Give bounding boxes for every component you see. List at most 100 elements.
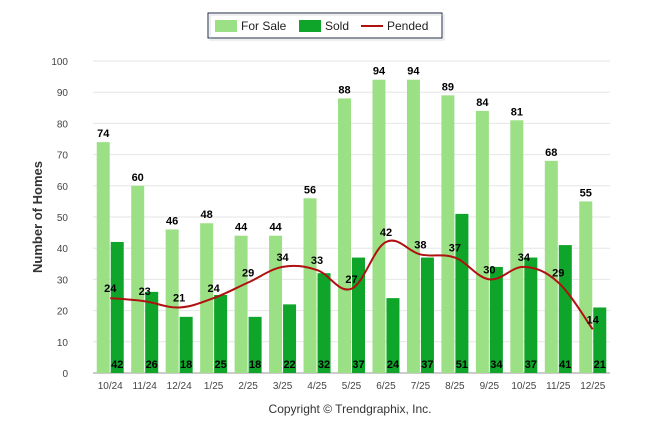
x-tick-label: 11/25 — [546, 381, 571, 392]
label-sold: 18 — [180, 359, 192, 371]
bar-sold — [179, 316, 193, 373]
bar-for-sale — [475, 110, 489, 374]
x-tick-label: 10/24 — [98, 381, 123, 392]
y-tick-label: 10 — [57, 338, 69, 349]
label-sold: 37 — [525, 359, 537, 371]
x-tick-label: 3/25 — [273, 381, 293, 392]
label-pended: 23 — [139, 286, 151, 298]
pended-series-line — [110, 239, 594, 330]
bar-sold — [110, 241, 124, 373]
x-tick-label: 7/25 — [411, 381, 431, 392]
label-sold: 41 — [559, 359, 571, 371]
bar-sold — [420, 257, 434, 373]
label-pended: 34 — [276, 252, 289, 264]
legend-swatch-sold — [299, 20, 321, 32]
bar-for-sale — [510, 120, 524, 373]
label-for-sale: 56 — [304, 184, 316, 196]
bar-for-sale — [441, 95, 455, 373]
bar-sold — [386, 298, 400, 373]
x-tick-label: 6/25 — [376, 381, 396, 392]
y-tick-label: 70 — [57, 151, 69, 162]
bar-sold — [593, 307, 607, 373]
x-tick-label: 11/24 — [133, 381, 158, 392]
bar-for-sale — [544, 160, 558, 373]
y-tick-label: 60 — [57, 182, 69, 193]
label-sold: 37 — [421, 359, 433, 371]
label-for-sale: 48 — [201, 209, 213, 221]
bar-sold — [145, 291, 159, 373]
label-pended: 42 — [380, 227, 392, 239]
label-for-sale: 46 — [166, 215, 178, 227]
label-sold: 51 — [456, 359, 468, 371]
bar-for-sale — [165, 229, 179, 373]
x-tick-label: 2/25 — [238, 381, 258, 392]
label-pended: 33 — [311, 255, 323, 267]
x-tick-label: 8/25 — [445, 381, 465, 392]
bar-sold — [489, 266, 503, 373]
bars — [96, 79, 607, 374]
label-sold: 18 — [249, 359, 261, 371]
label-for-sale: 94 — [373, 66, 386, 78]
label-sold: 34 — [490, 359, 503, 371]
y-tick-label: 80 — [57, 119, 69, 130]
label-for-sale: 88 — [338, 84, 350, 96]
legend: For Sale Sold Pended — [207, 12, 445, 41]
x-axis-ticks: 10/24 11/24 12/24 1/25 2/25 3/25 4/25 5/25 6/25 7… — [98, 381, 606, 392]
legend-label-sold: Sold — [325, 19, 349, 33]
x-tick-label: 5/25 — [342, 381, 362, 392]
pended-line — [110, 239, 594, 330]
bar-sold — [455, 213, 469, 373]
bar-sold — [524, 257, 538, 373]
legend-swatch-for-sale — [215, 20, 237, 32]
bar-sold — [248, 316, 262, 373]
label-for-sale: 68 — [545, 147, 557, 159]
legend-label-pended: Pended — [387, 19, 428, 33]
legend-label-for-sale: For Sale — [241, 19, 287, 33]
label-for-sale: 44 — [269, 222, 282, 234]
label-sold: 24 — [387, 359, 400, 371]
y-tick-label: 20 — [57, 307, 69, 318]
bar-for-sale — [579, 201, 593, 373]
y-axis-label: Number of Homes — [30, 161, 45, 273]
label-sold: 26 — [146, 359, 158, 371]
y-axis-ticks: 0 10 20 30 40 50 60 70 80 90 100 — [51, 57, 68, 380]
label-pended: 27 — [345, 274, 357, 286]
bar-sold — [558, 245, 572, 373]
label-for-sale: 94 — [407, 66, 420, 78]
x-tick-label: 12/25 — [580, 381, 605, 392]
bar-for-sale — [338, 98, 351, 373]
label-pended: 34 — [518, 252, 531, 264]
label-pended: 14 — [587, 314, 600, 326]
label-pended: 29 — [242, 268, 254, 280]
x-tick-label: 9/25 — [480, 381, 500, 392]
y-tick-label: 0 — [62, 369, 68, 380]
data-labels: 74 42 60 26 46 18 48 25 44 18 44 22 56 32 88 37 94 24 94 37… — [97, 66, 606, 371]
bar-sold — [317, 273, 331, 373]
label-pended: 24 — [208, 283, 221, 295]
label-for-sale: 60 — [132, 172, 144, 184]
label-for-sale: 84 — [476, 97, 489, 109]
x-tick-label: 10/25 — [511, 381, 536, 392]
bar-sold — [214, 295, 228, 373]
y-tick-label: 30 — [57, 275, 69, 286]
label-sold: 42 — [111, 359, 123, 371]
gridlines — [93, 60, 610, 374]
label-pended: 37 — [449, 243, 461, 255]
label-sold: 25 — [215, 359, 227, 371]
label-pended: 29 — [552, 268, 564, 280]
label-for-sale: 44 — [235, 222, 248, 234]
y-tick-label: 40 — [57, 244, 69, 255]
label-pended: 21 — [173, 292, 185, 304]
label-for-sale: 81 — [511, 106, 523, 118]
bar-for-sale — [234, 235, 248, 373]
bar-for-sale — [131, 185, 145, 373]
label-sold: 21 — [594, 359, 606, 371]
x-tick-label: 12/24 — [167, 381, 192, 392]
bar-for-sale — [200, 223, 214, 373]
y-tick-label: 90 — [57, 88, 69, 99]
y-tick-label: 50 — [57, 213, 69, 224]
label-sold: 32 — [318, 359, 330, 371]
label-for-sale: 89 — [442, 81, 454, 93]
bar-sold — [283, 304, 297, 373]
